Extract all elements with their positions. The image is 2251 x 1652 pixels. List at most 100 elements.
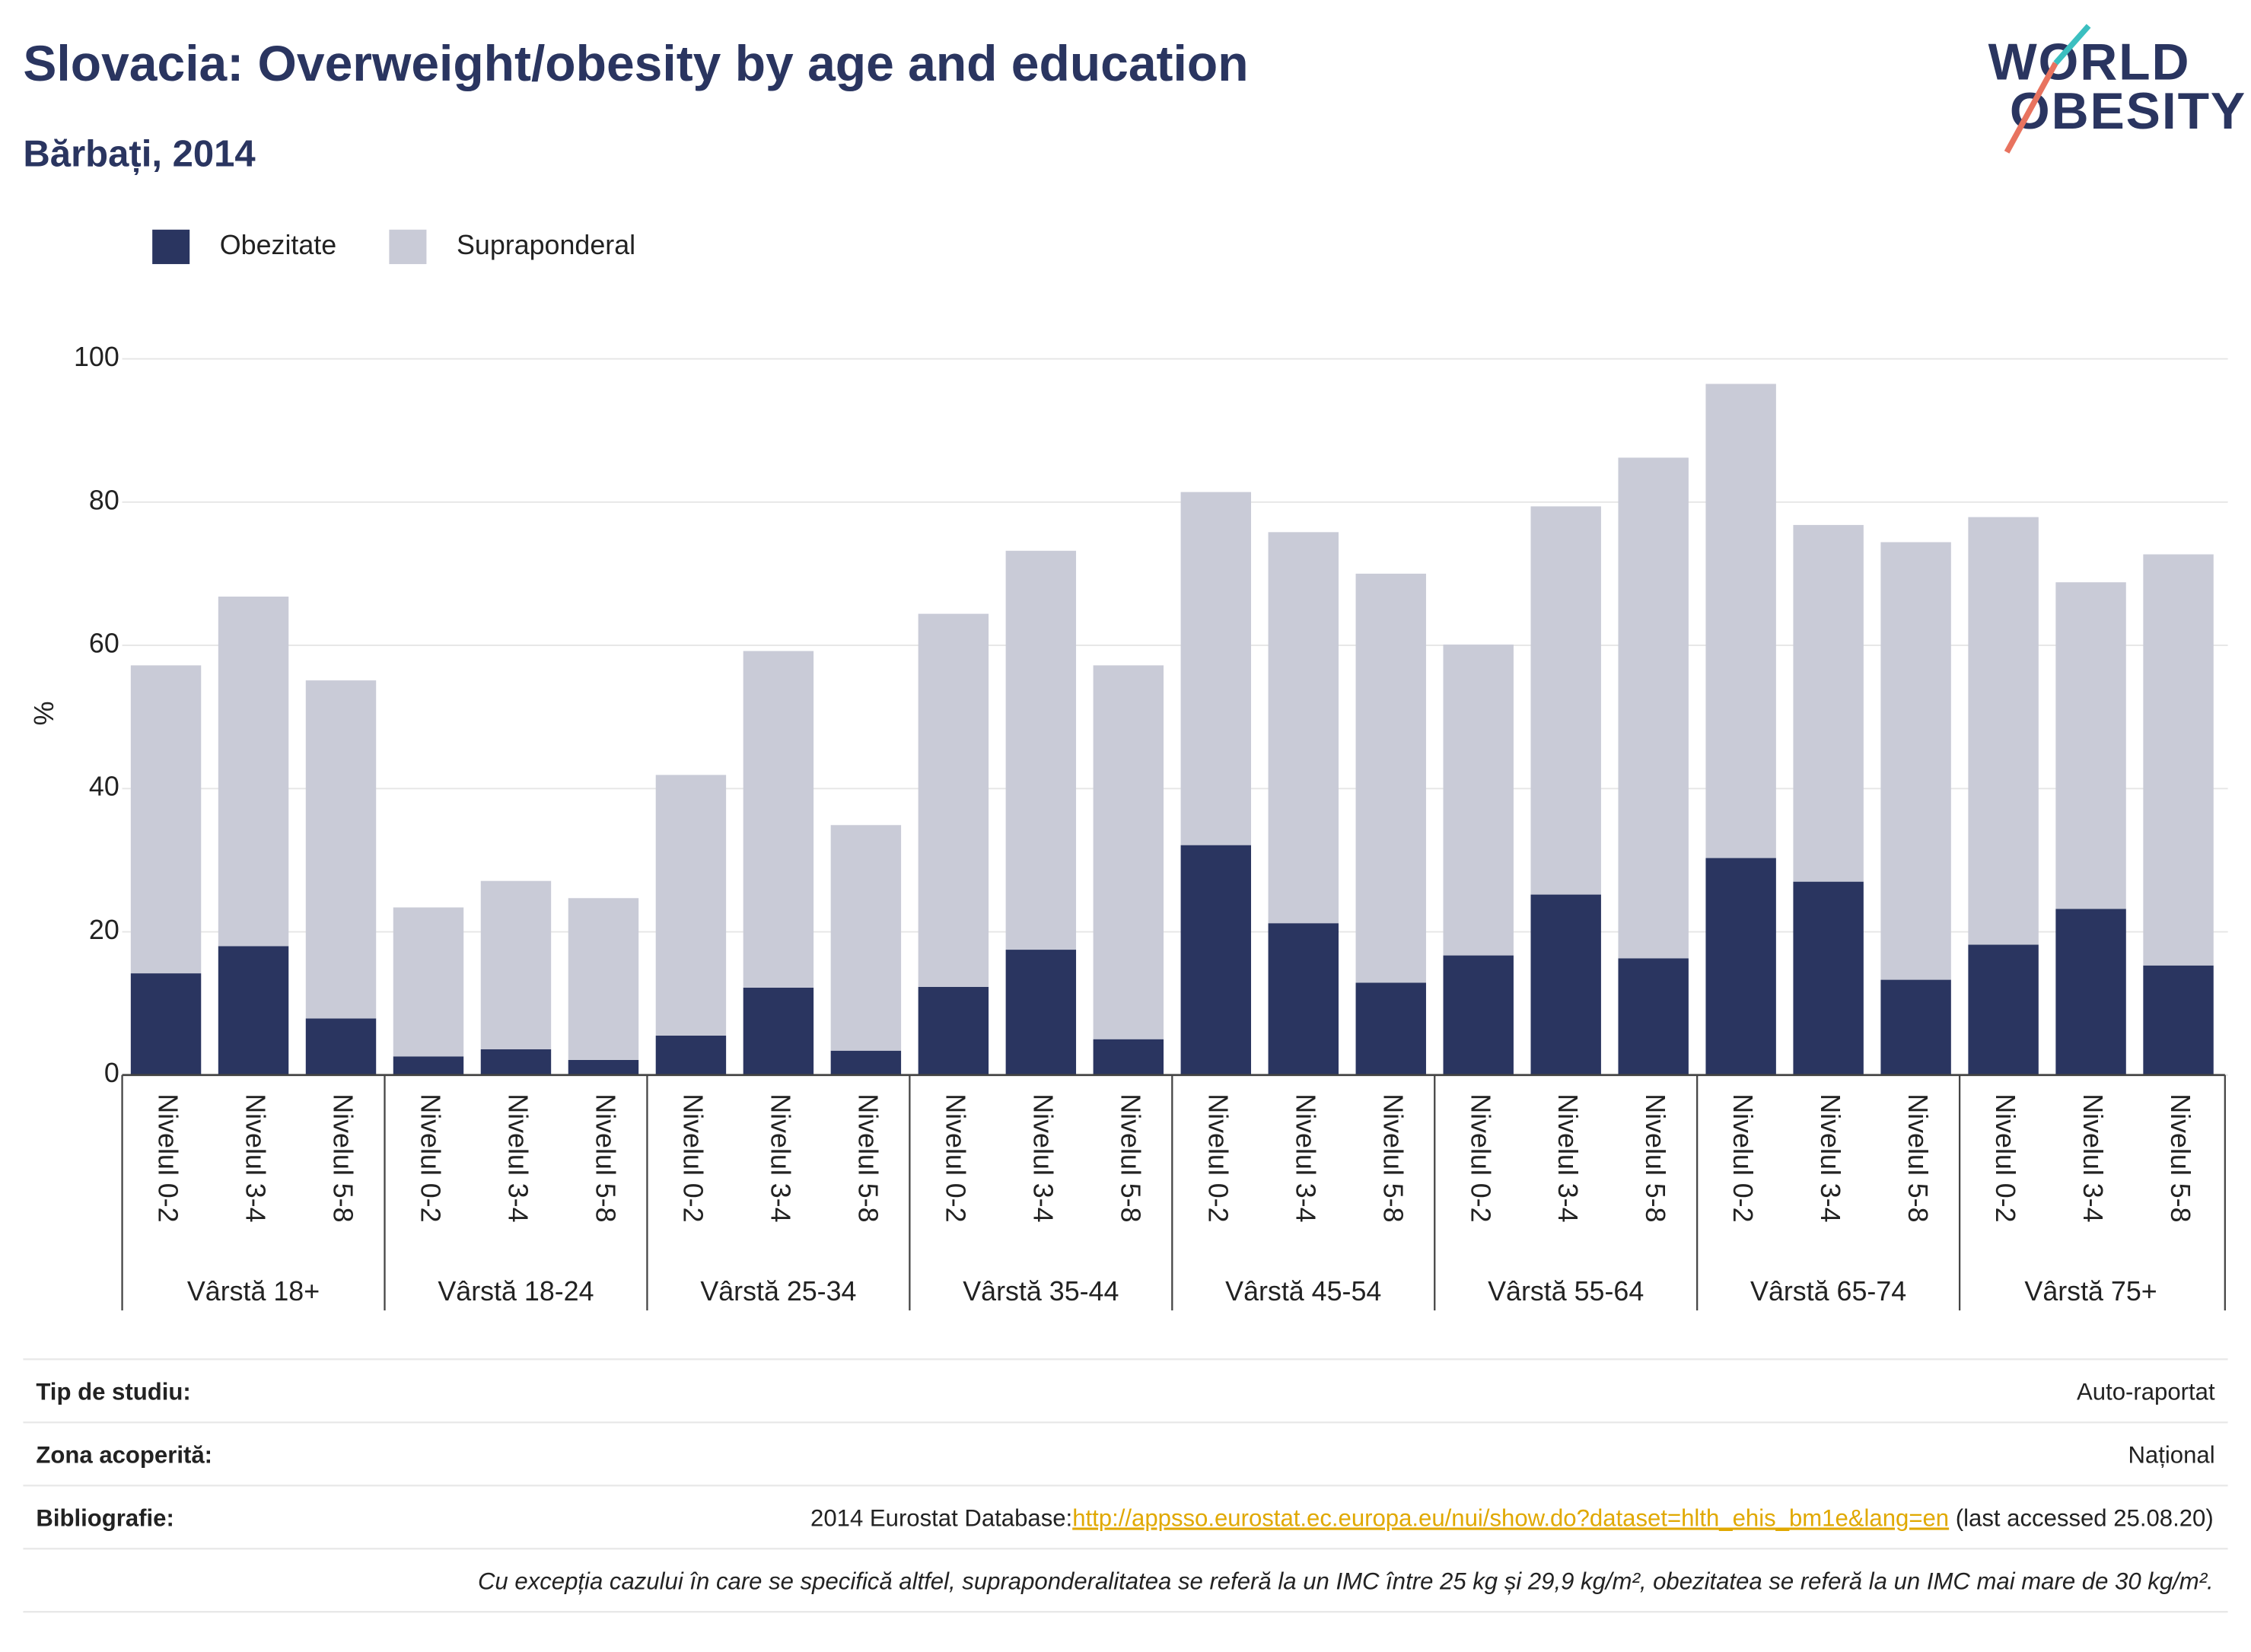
footer-value: Auto-raportat	[2077, 1379, 2215, 1405]
bar-segment	[1530, 506, 1601, 895]
bar-segment	[1443, 955, 1514, 1075]
bar-segment	[1880, 542, 1951, 980]
bar-segment	[218, 597, 289, 947]
bar-segment	[655, 775, 727, 1036]
x-tick-label: Nivelul 0-2	[1465, 1093, 1495, 1222]
bar-segment	[1268, 923, 1339, 1075]
bar-segment	[1005, 950, 1077, 1075]
logo-text: WORLD	[1988, 34, 2191, 91]
y-axis-label: %	[29, 702, 59, 726]
legend-swatch	[389, 229, 427, 265]
x-tick-label: Nivelul 0-2	[415, 1093, 446, 1222]
y-tick-label: 20	[89, 915, 119, 945]
logo-text: OBESITY	[2010, 83, 2246, 140]
group-label: Vârstă 25-34	[700, 1276, 856, 1307]
bar-segment	[1268, 532, 1339, 924]
bar-segment	[1530, 894, 1601, 1075]
bar-segment	[1618, 457, 1689, 959]
y-tick-label: 100	[74, 342, 119, 372]
bar-segment	[1968, 944, 2039, 1075]
x-tick-label: Nivelul 5-8	[2165, 1093, 2195, 1222]
chart-title: Slovacia: Overweight/obesity by age and …	[23, 35, 1248, 91]
bar-segment	[2143, 965, 2214, 1075]
footer-value: Național	[2128, 1442, 2214, 1469]
bar-segment	[743, 987, 814, 1075]
group-label: Vârstă 55-64	[1488, 1276, 1644, 1307]
bar-segment	[130, 973, 202, 1075]
y-tick-label: 60	[89, 628, 119, 658]
bar-segment	[393, 1056, 464, 1075]
group-label: Vârstă 75+	[2024, 1276, 2157, 1307]
bar-segment	[1880, 979, 1951, 1075]
group-label: Vârstă 18-24	[438, 1276, 594, 1307]
bar-segment	[830, 1050, 902, 1075]
bar-segment	[655, 1035, 727, 1075]
y-tick-label: 40	[89, 772, 119, 802]
bar-segment	[393, 907, 464, 1057]
bar-segment	[918, 986, 989, 1075]
legend-label: Supraponderal	[457, 230, 635, 260]
x-tick-label: Nivelul 3-4	[502, 1093, 533, 1222]
bar-segment	[918, 613, 989, 987]
x-tick-label: Nivelul 3-4	[1815, 1093, 1845, 1222]
legend-swatch	[152, 229, 190, 265]
chart-subtitle: Bărbați, 2014	[23, 134, 255, 175]
x-tick-label: Nivelul 5-8	[328, 1093, 358, 1222]
bar-segment	[1705, 858, 1776, 1075]
logo-slash	[2053, 24, 2091, 65]
bibliography-prefix: 2014 Eurostat Database:	[810, 1505, 1072, 1532]
bar-segment	[480, 880, 552, 1049]
group-label: Vârstă 65-74	[1750, 1276, 1906, 1307]
footer-label: Zona acoperită:	[36, 1442, 212, 1469]
bibliography: 2014 Eurostat Database:http://appsso.eur…	[810, 1505, 2214, 1532]
group-label: Vârstă 45-54	[1225, 1276, 1381, 1307]
x-tick-label: Nivelul 3-4	[240, 1093, 271, 1222]
bar-segment	[130, 665, 202, 974]
x-tick-label: Nivelul 5-8	[590, 1093, 620, 1222]
bar-segment	[1968, 517, 2039, 945]
bar-segment	[830, 825, 902, 1051]
bar-segment	[1093, 665, 1164, 1039]
logo-slash	[2004, 62, 2058, 154]
bar-segment	[1705, 384, 1776, 858]
x-tick-label: Nivelul 3-4	[765, 1093, 795, 1222]
bibliography-suffix: (last accessed 25.08.20)	[1949, 1505, 2214, 1532]
logo: WORLD OBESITY	[1988, 24, 2246, 154]
x-tick-label: Nivelul 0-2	[1990, 1093, 2020, 1222]
bar-segment	[1180, 492, 1252, 845]
bar-segment	[305, 680, 377, 1019]
bar-segment	[480, 1049, 552, 1075]
bar-segment	[1355, 982, 1426, 1075]
bar-segment	[743, 651, 814, 988]
bar-segment	[1005, 550, 1077, 950]
x-tick-label: Nivelul 0-2	[1202, 1093, 1233, 1222]
y-tick-label: 0	[104, 1058, 119, 1088]
bar-segment	[305, 1018, 377, 1075]
x-tick-label: Nivelul 0-2	[940, 1093, 970, 1222]
bibliography-link[interactable]: http://appsso.eurostat.ec.europa.eu/nui/…	[1072, 1505, 1949, 1532]
bar-segment	[1180, 845, 1252, 1075]
bar-segment	[568, 1059, 639, 1075]
x-tick-label: Nivelul 5-8	[852, 1093, 883, 1222]
y-tick-label: 80	[89, 485, 119, 515]
bar-segment	[1355, 573, 1426, 983]
x-tick-label: Nivelul 0-2	[153, 1093, 183, 1222]
bar-segment	[2143, 554, 2214, 966]
bar-segment	[1793, 524, 1864, 882]
x-tick-label: Nivelul 5-8	[1377, 1093, 1408, 1222]
x-tick-label: Nivelul 0-2	[1727, 1093, 1758, 1222]
group-label: Vârstă 35-44	[963, 1276, 1119, 1307]
bar-segment	[2055, 582, 2126, 909]
footer-label: Bibliografie:	[36, 1505, 174, 1532]
x-tick-label: Nivelul 5-8	[1640, 1093, 1670, 1222]
bar-segment	[1618, 958, 1689, 1075]
bar-segment	[1443, 645, 1514, 956]
bar-segment	[1793, 881, 1864, 1075]
group-label: Vârstă 18+	[187, 1276, 320, 1307]
footer-note: Cu excepția cazului în care se specifică…	[478, 1568, 2214, 1595]
x-tick-label: Nivelul 5-8	[1115, 1093, 1145, 1222]
legend-label: Obezitate	[220, 230, 336, 260]
footer-label: Tip de studiu:	[36, 1379, 190, 1405]
bar-segment	[568, 898, 639, 1060]
